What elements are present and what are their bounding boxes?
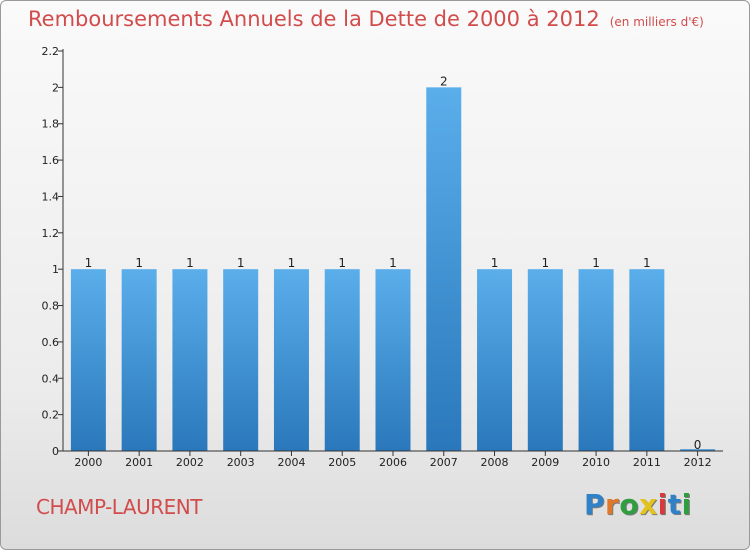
logo-letter: i bbox=[657, 488, 668, 521]
bar-2003[interactable] bbox=[223, 269, 259, 451]
x-tick-label-2010: 2010 bbox=[582, 456, 610, 469]
y-tick-label: 0 bbox=[52, 445, 59, 458]
title-text: Remboursements Annuels de la Dette de 20… bbox=[28, 7, 600, 31]
bar-2004[interactable] bbox=[273, 269, 309, 451]
data-label-2010: 1 bbox=[592, 256, 600, 270]
bar-2002[interactable] bbox=[172, 269, 208, 451]
bar-2000[interactable] bbox=[70, 269, 106, 451]
y-tick-label: 0.6 bbox=[42, 336, 60, 349]
logo-letter: x bbox=[639, 488, 658, 521]
x-tick-label-2005: 2005 bbox=[328, 456, 356, 469]
y-tick-label: 0.2 bbox=[42, 409, 60, 422]
bar-2009[interactable] bbox=[527, 269, 563, 451]
logo-letter: P bbox=[584, 488, 606, 521]
data-label-2002: 1 bbox=[186, 256, 194, 270]
y-tick-label: 2.2 bbox=[42, 45, 60, 58]
logo-letter: o bbox=[619, 488, 640, 521]
x-tick-label-2003: 2003 bbox=[227, 456, 255, 469]
data-label-2004: 1 bbox=[288, 256, 296, 270]
chart-title: Remboursements Annuels de la Dette de 20… bbox=[28, 7, 704, 31]
bar-2010[interactable] bbox=[578, 269, 614, 451]
data-label-2008: 1 bbox=[491, 256, 499, 270]
x-tick-label-2007: 2007 bbox=[430, 456, 458, 469]
data-label-2007: 2 bbox=[440, 74, 448, 88]
title-unit: (en milliers d'€) bbox=[609, 15, 704, 29]
y-tick-label: 1.6 bbox=[42, 154, 60, 167]
y-tick-label: 1.2 bbox=[42, 227, 60, 240]
logo-letter: i bbox=[681, 488, 692, 521]
proxiti-logo[interactable]: Proxiti bbox=[584, 488, 692, 521]
data-label-2005: 1 bbox=[338, 256, 346, 270]
data-label-2006: 1 bbox=[389, 256, 397, 270]
y-axis: 0 0.2 0.4 0.6 0.8 1 1.2 1.4 1.6 1.8 2 2.2 bbox=[42, 45, 64, 458]
x-axis: 2000 2001 2002 2003 2004 2005 2006 2007 2008 2009… bbox=[63, 450, 723, 469]
x-tick-label-2011: 2011 bbox=[633, 456, 661, 469]
x-tick-label-2002: 2002 bbox=[176, 456, 204, 469]
y-tick-label: 0.4 bbox=[42, 372, 60, 385]
x-tick-label-2009: 2009 bbox=[531, 456, 559, 469]
y-tick-label: 1 bbox=[52, 263, 59, 276]
data-label-2012: 0 bbox=[694, 438, 702, 452]
bars: 1 1 1 1 1 1 1 2 1 1 1 1 0 bbox=[70, 74, 716, 452]
data-label-2001: 1 bbox=[135, 256, 143, 270]
y-tick-label: 1.4 bbox=[42, 190, 60, 203]
city-name: CHAMP-LAURENT bbox=[36, 495, 202, 519]
x-tick-label-2004: 2004 bbox=[277, 456, 305, 469]
y-tick-label: 2 bbox=[52, 81, 59, 94]
x-tick-label-2001: 2001 bbox=[125, 456, 153, 469]
data-label-2011: 1 bbox=[643, 256, 651, 270]
bar-2008[interactable] bbox=[477, 269, 513, 451]
bar-2007[interactable] bbox=[426, 87, 462, 451]
logo-letter: r bbox=[605, 488, 620, 521]
data-label-2000: 1 bbox=[85, 256, 93, 270]
bar-2011[interactable] bbox=[629, 269, 665, 451]
data-label-2003: 1 bbox=[237, 256, 245, 270]
bar-2006[interactable] bbox=[375, 269, 411, 451]
bar-2005[interactable] bbox=[324, 269, 360, 451]
bar-2001[interactable] bbox=[121, 269, 157, 451]
data-label-2009: 1 bbox=[541, 256, 549, 270]
x-tick-label-2000: 2000 bbox=[74, 456, 102, 469]
logo-letter: t bbox=[667, 488, 682, 521]
x-tick-label-2006: 2006 bbox=[379, 456, 407, 469]
x-tick-label-2008: 2008 bbox=[481, 456, 509, 469]
x-tick-label-2012: 2012 bbox=[684, 456, 712, 469]
y-tick-label: 0.8 bbox=[42, 300, 60, 313]
y-tick-label: 1.8 bbox=[42, 118, 60, 131]
